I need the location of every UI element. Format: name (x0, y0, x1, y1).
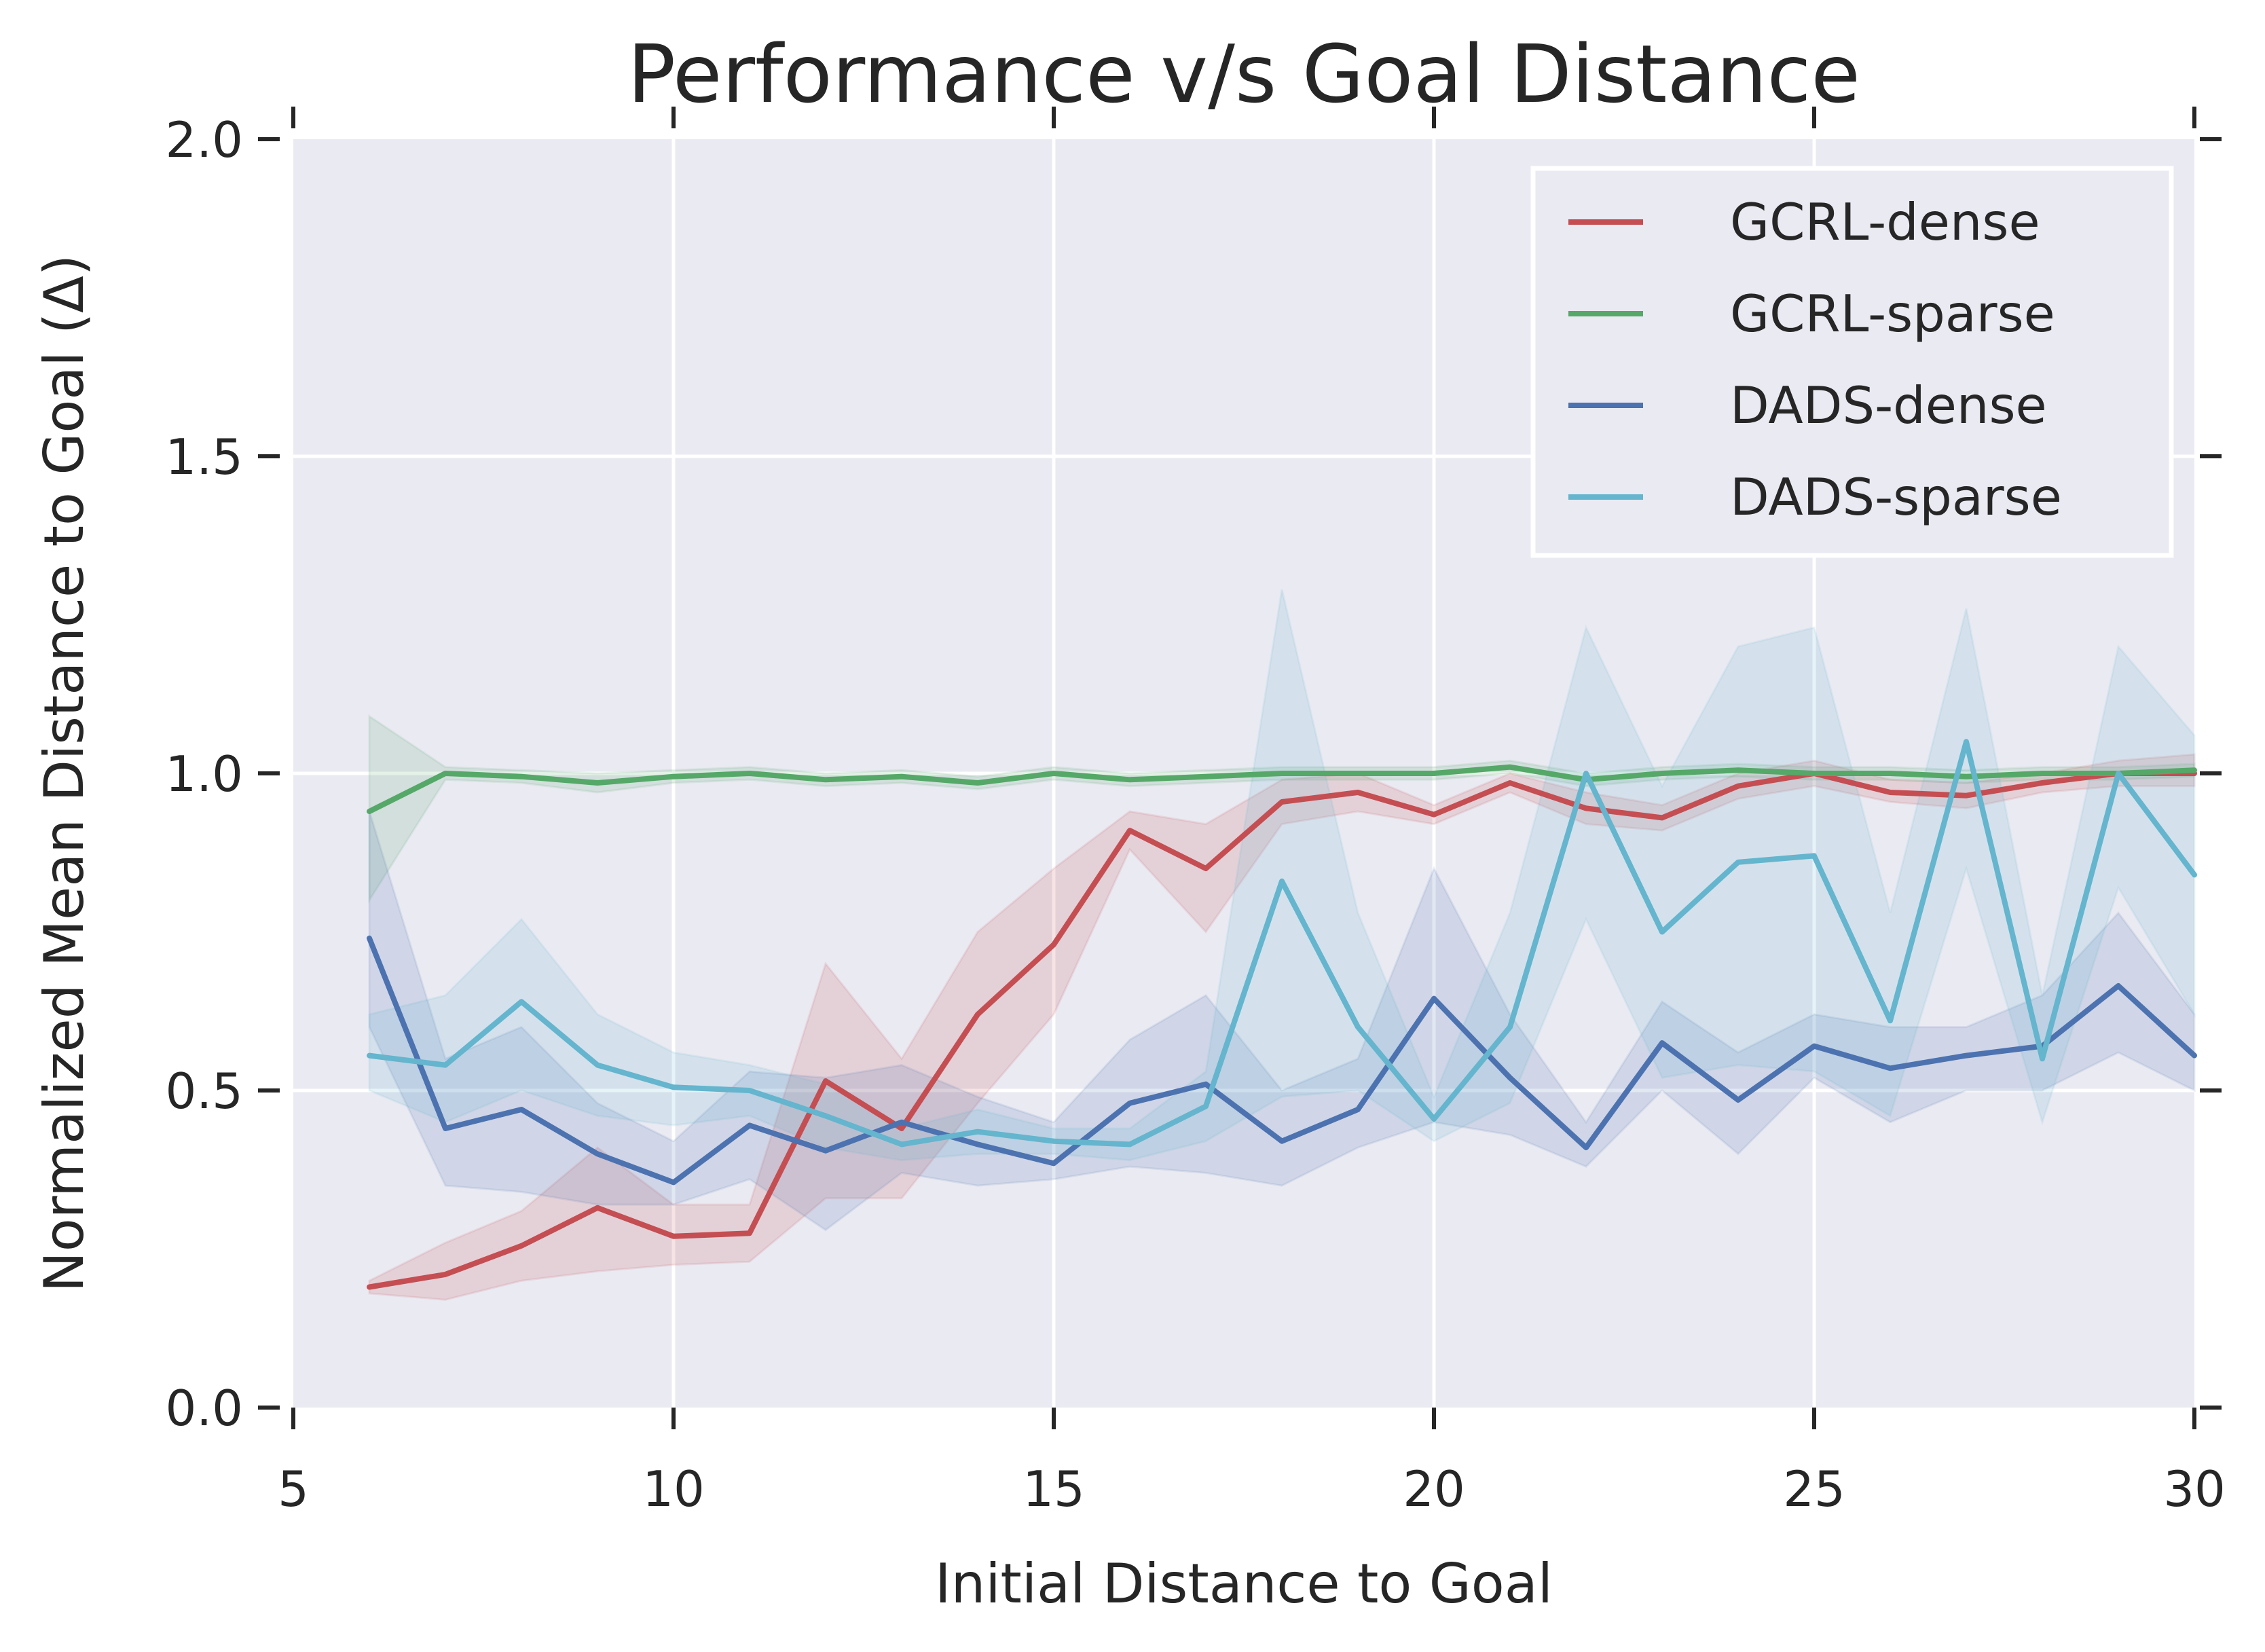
y-tick-label: 0.5 (165, 1063, 243, 1120)
legend-label: GCRL-dense (1730, 192, 2040, 252)
band-gcrl-dense (368, 753, 2196, 1301)
series-line-gcrl-sparse (367, 764, 2197, 814)
x-axis-label: Initial Distance to Goal (935, 1552, 1553, 1615)
y-tick-label: 1.0 (165, 746, 243, 803)
band-dads-dense (368, 811, 2196, 1232)
legend-label: DADS-dense (1730, 375, 2047, 435)
y-tick-label: 0.0 (165, 1380, 243, 1437)
series-line-dads-sparse (367, 739, 2197, 1148)
y-axis-label: Normalized Mean Distance to Goal (Δ) (33, 255, 96, 1292)
band-dads-sparse (368, 589, 2196, 1162)
axis-ticks (258, 107, 2222, 1429)
legend: GCRL-dense GCRL-sparse DADS-dense DADS-spar… (1530, 166, 2174, 558)
confidence-bands (368, 589, 2196, 1301)
x-tick-label: 30 (2163, 1461, 2226, 1518)
series-lines (367, 739, 2197, 1290)
x-tick-label: 10 (642, 1461, 705, 1518)
legend-label: GCRL-sparse (1730, 284, 2055, 344)
series-line-gcrl-dense (367, 771, 2197, 1290)
x-tick-label: 20 (1403, 1461, 1465, 1518)
band-gcrl-sparse (368, 714, 2196, 904)
chart-title: Performance v/s Goal Distance (627, 27, 1860, 121)
legend-label: DADS-sparse (1730, 467, 2062, 527)
x-tick-label: 5 (278, 1461, 309, 1518)
tick-labels: 5 10 15 20 25 30 0.0 0.5 1.0 1.5 2.0 (165, 111, 2225, 1518)
legend-box (1530, 166, 2174, 558)
y-tick-label: 2.0 (165, 111, 243, 168)
y-tick-label: 1.5 (165, 428, 243, 485)
series-line-dads-dense (367, 935, 2197, 1186)
x-tick-label: 15 (1023, 1461, 1085, 1518)
x-tick-label: 25 (1783, 1461, 1845, 1518)
